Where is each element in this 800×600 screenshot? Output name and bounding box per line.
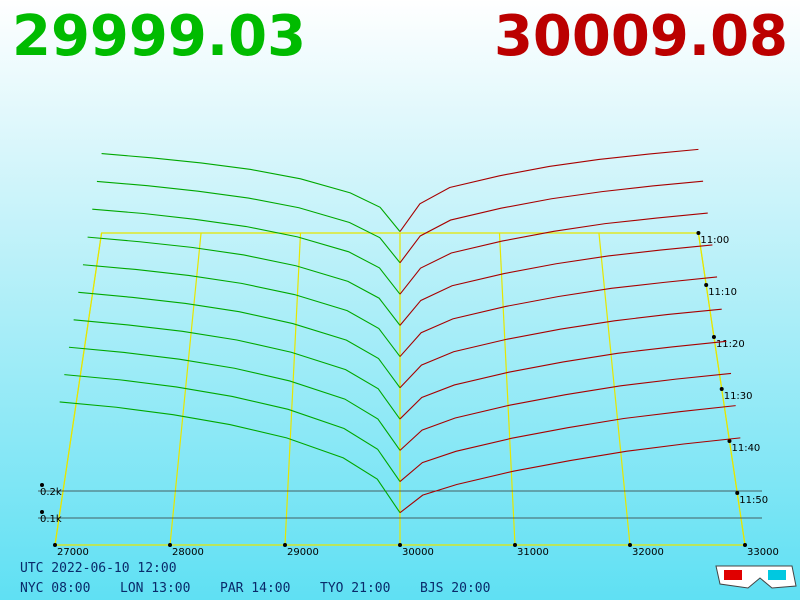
time-tick: [711, 335, 716, 339]
ask-depth-line: [399, 372, 732, 451]
bid-depth-line: [92, 208, 401, 295]
ask-depth-line: [399, 308, 722, 389]
price-tick: [743, 543, 747, 547]
ask-price: 30009.08: [494, 4, 788, 69]
price-tick: [53, 543, 57, 547]
time-tick-label: 11:00: [700, 235, 729, 246]
price-tick: [283, 543, 287, 547]
bid-depth-line: [73, 319, 401, 420]
time-tick: [719, 387, 724, 391]
ask-depth-line: [399, 276, 718, 357]
bid-depth-line: [82, 264, 401, 357]
city-clock: PAR 14:00: [220, 581, 290, 596]
bid-price: 29999.03: [12, 4, 306, 69]
time-tick: [727, 439, 732, 443]
depth-tick: [40, 510, 44, 514]
glasses-icon: [715, 565, 797, 589]
ask-depth-line: [399, 180, 704, 264]
time-tick-label: 11:10: [708, 287, 737, 298]
time-tick: [735, 491, 740, 495]
bid-depth-line: [59, 401, 401, 514]
price-tick-label: 28000: [172, 547, 204, 558]
city-clock: NYC 08:00: [20, 581, 90, 596]
depth-tick-label: 0.2k: [40, 487, 62, 498]
city-clock: BJS 20:00: [420, 581, 490, 596]
ask-depth-line: [399, 340, 727, 420]
price-grid-line: [284, 232, 302, 546]
ask-depth-line: [399, 212, 708, 295]
price-tick: [398, 543, 402, 547]
bid-depth-line: [96, 180, 401, 264]
price-grid-line: [498, 232, 516, 546]
time-tick: [696, 231, 701, 235]
price-tick-label: 33000: [747, 547, 779, 558]
price-tick: [513, 543, 517, 547]
ask-depth-line: [399, 244, 713, 326]
price-tick-label: 31000: [517, 547, 549, 558]
price-tick: [628, 543, 632, 547]
ask-depth-line: [399, 437, 741, 514]
price-grid-line: [54, 232, 103, 546]
price-tick-label: 27000: [57, 547, 89, 558]
depth-tick-label: 0.1k: [40, 514, 62, 525]
price-tick-label: 29000: [287, 547, 319, 558]
ask-depth-line: [399, 148, 699, 232]
bid-depth-line: [101, 153, 401, 232]
bid-depth-line: [87, 236, 401, 326]
price-grid-line: [598, 232, 631, 546]
depth-tick: [40, 483, 44, 487]
bid-depth-line: [78, 291, 401, 389]
ask-depth-line: [399, 405, 736, 482]
city-clock: TYO 21:00: [320, 581, 390, 596]
time-tick-label: 11:20: [716, 339, 745, 350]
bid-depth-line: [68, 346, 401, 451]
utc-time: UTC 2022-06-10 12:00: [20, 561, 177, 576]
time-tick-label: 11:40: [731, 443, 760, 454]
price-tick-label: 30000: [402, 547, 434, 558]
time-tick: [704, 283, 709, 287]
price-tick-label: 32000: [632, 547, 664, 558]
time-tick-label: 11:30: [724, 391, 753, 402]
time-tick-label: 11:50: [739, 495, 768, 506]
bid-depth-line: [64, 374, 401, 482]
city-clock: LON 13:00: [120, 581, 190, 596]
price-tick: [168, 543, 172, 547]
